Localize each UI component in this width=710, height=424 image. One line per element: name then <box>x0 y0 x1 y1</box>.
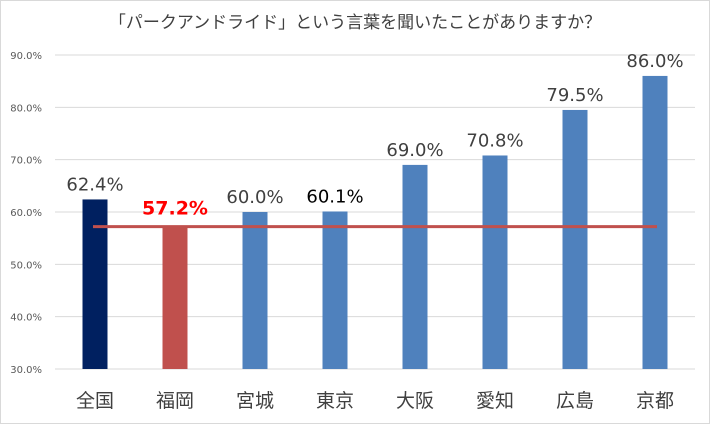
x-tick-label: 全国 <box>76 390 114 412</box>
data-label: 62.4% <box>66 174 123 195</box>
bar <box>482 155 508 369</box>
x-tick-label: 大阪 <box>396 390 434 412</box>
y-tick-label: 60.0% <box>10 208 42 219</box>
x-tick-label: 東京 <box>316 390 354 412</box>
data-label: 57.2% <box>142 198 208 220</box>
y-tick-label: 80.0% <box>10 103 42 114</box>
x-tick-label: 京都 <box>636 390 674 412</box>
y-tick-label: 30.0% <box>10 365 42 376</box>
data-label: 86.0% <box>626 51 683 72</box>
bar <box>562 109 588 369</box>
data-label: 60.0% <box>226 187 283 208</box>
bar <box>642 75 668 369</box>
y-tick-label: 40.0% <box>10 313 42 324</box>
data-label: 70.8% <box>466 130 523 151</box>
data-label: 60.1% <box>306 186 363 207</box>
y-tick-label: 70.0% <box>10 156 42 167</box>
x-tick-label: 宮城 <box>236 390 274 412</box>
y-tick-label: 90.0% <box>10 51 42 62</box>
bar <box>402 164 428 369</box>
bar <box>242 212 268 369</box>
chart-title: 「パークアンドライド」という言葉を聞いたことがありますか？ <box>108 13 602 33</box>
data-label: 69.0% <box>386 140 443 161</box>
x-tick-label: 福岡 <box>156 390 194 412</box>
bar <box>82 199 108 369</box>
bar <box>322 211 348 369</box>
x-tick-label: 広島 <box>556 390 594 412</box>
data-label: 79.5% <box>546 85 603 106</box>
x-tick-label: 愛知 <box>476 390 514 412</box>
y-tick-label: 50.0% <box>10 260 42 271</box>
bar <box>162 226 188 369</box>
